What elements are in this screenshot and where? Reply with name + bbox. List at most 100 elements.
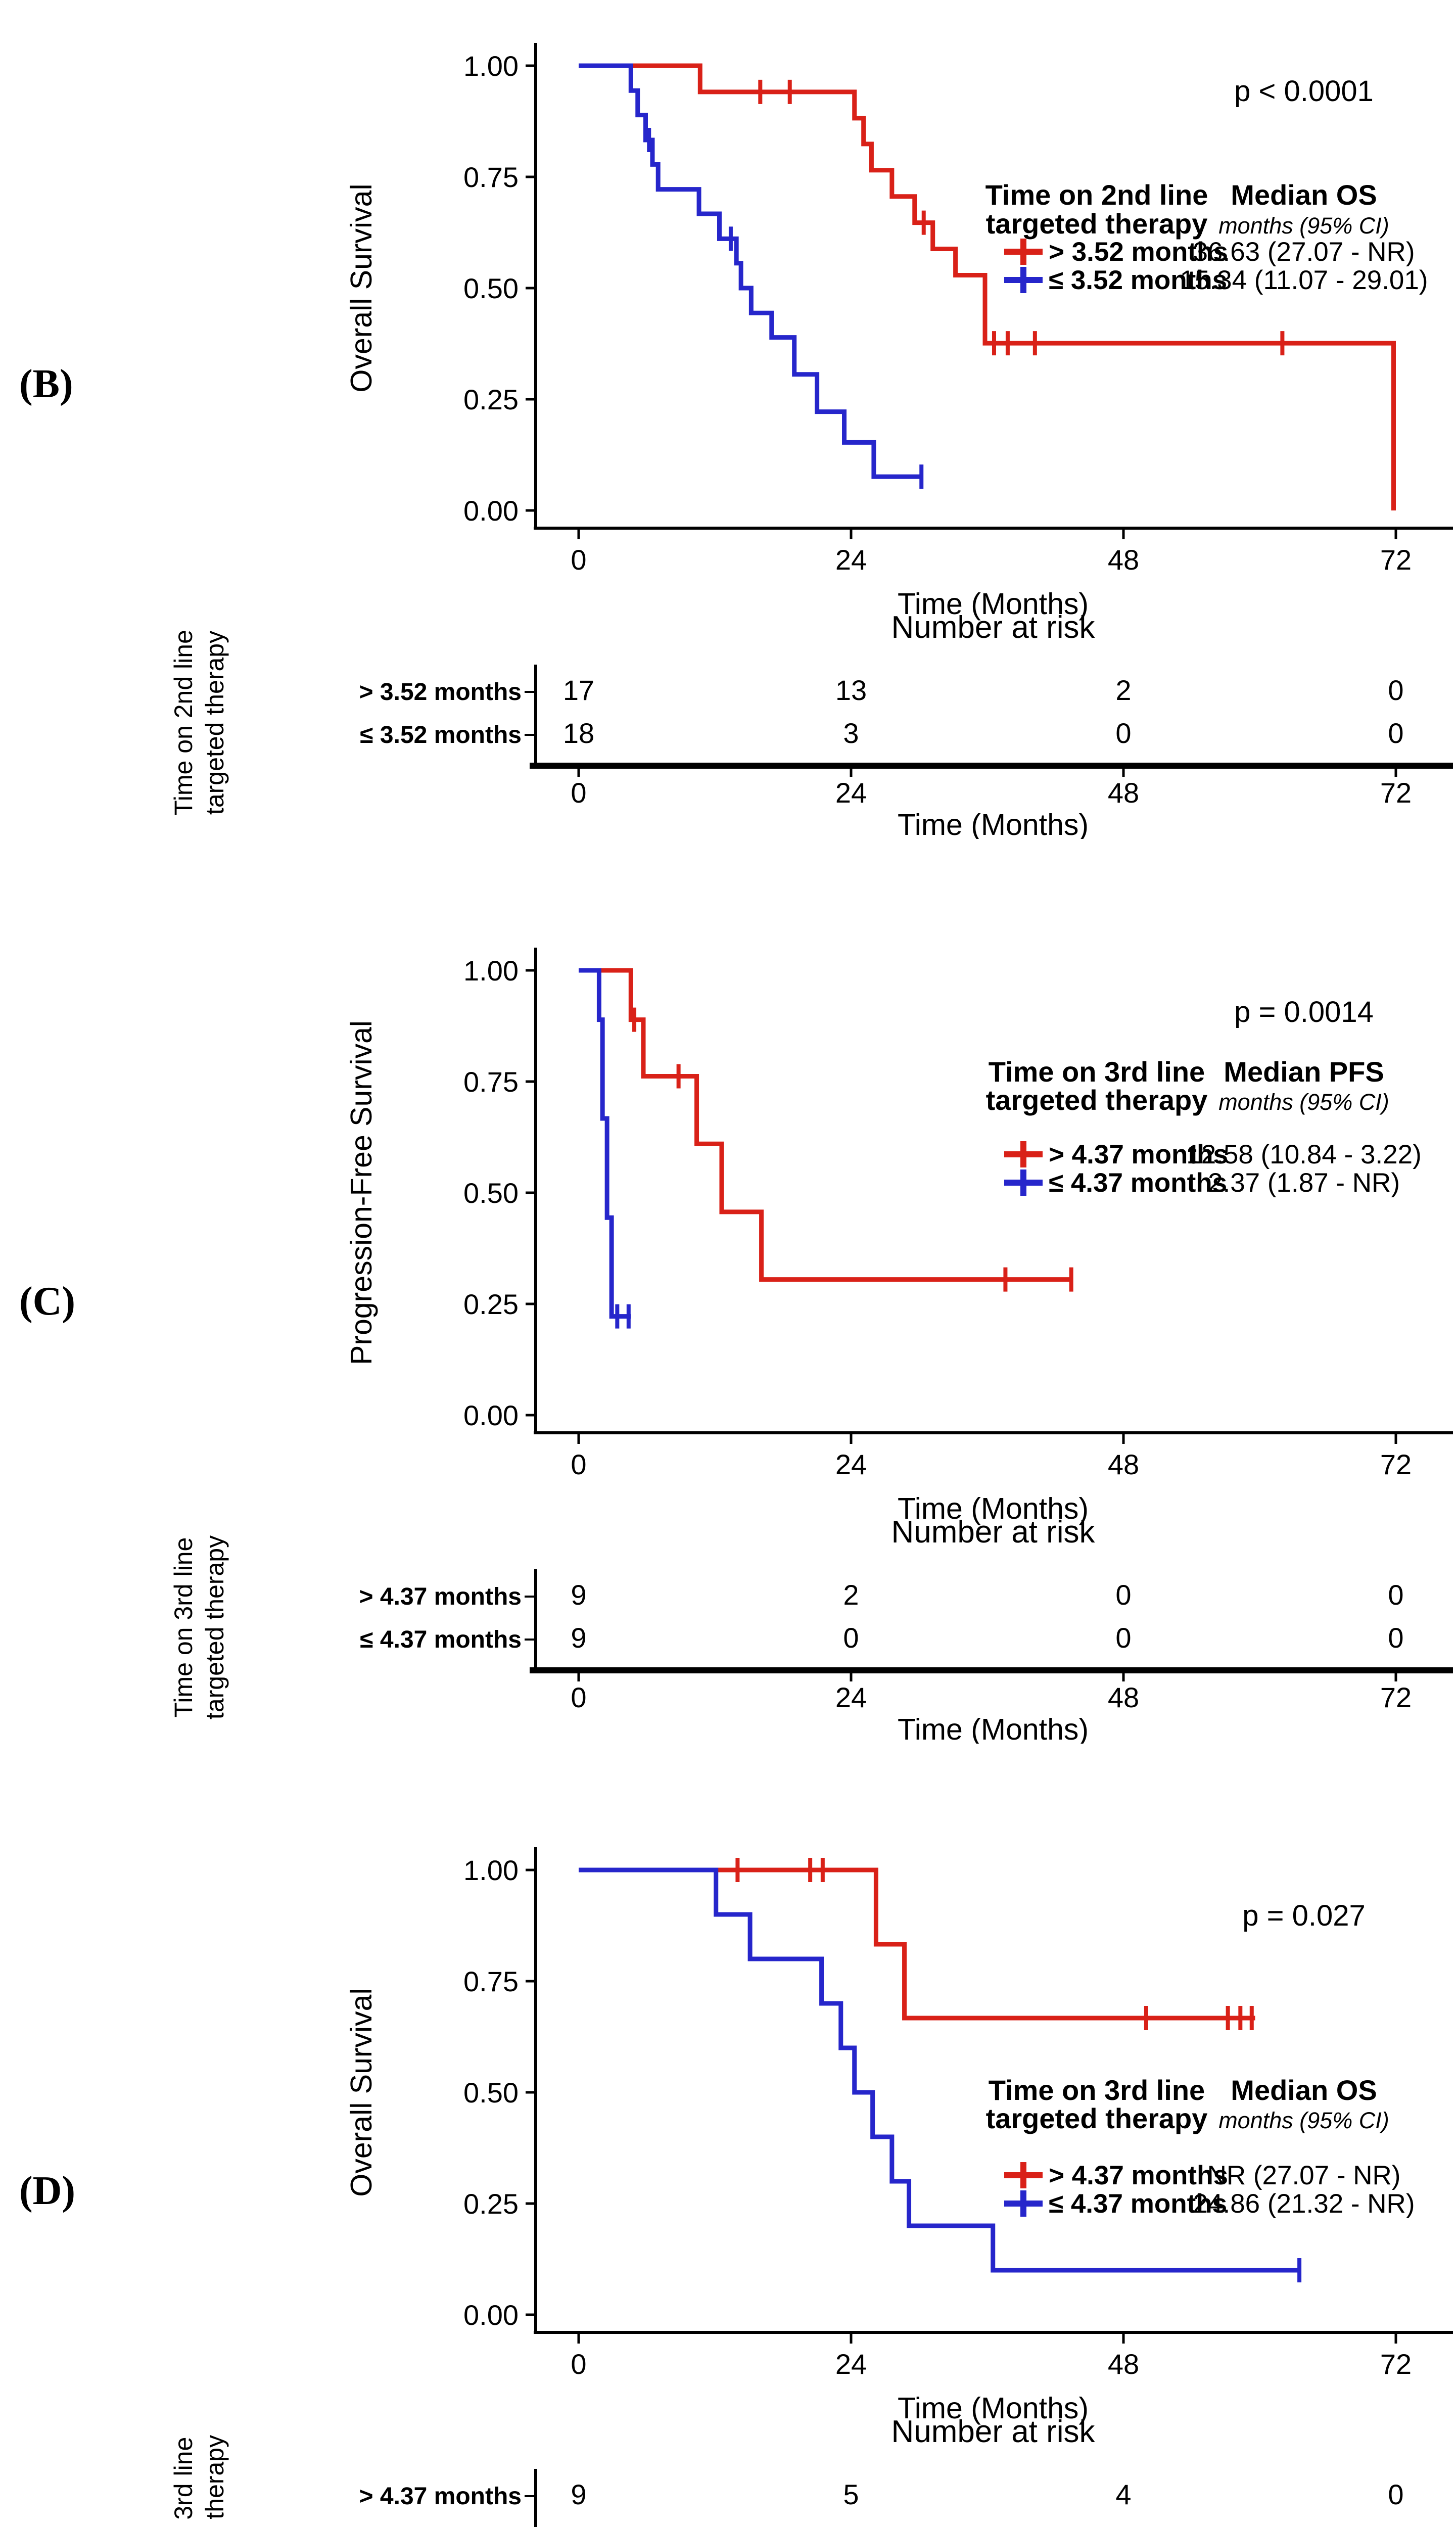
legend-group-header: targeted therapy [986, 2102, 1208, 2134]
risk-tick-label: 72 [1380, 1681, 1412, 1713]
risk-axis-rotated-label: Time on 3rd line [169, 1537, 198, 1718]
risk-count: 0 [843, 1622, 859, 1654]
y-tick-label: 0.50 [463, 1177, 519, 1209]
legend-group-header: targeted therapy [986, 1084, 1208, 1116]
x-tick-label: 48 [1108, 2348, 1139, 2380]
legend-entry-value: NR (27.07 - NR) [1207, 2161, 1401, 2190]
legend-group-header: Time on 2nd line [985, 179, 1208, 211]
risk-row-label-red: > 4.37 months [359, 1583, 522, 1610]
km-plot-overall-survival-2nd-line: 1.00 0.75 0.50 0.25 0.00 0 24 48 72 Overall Survi… [169, 43, 1453, 839]
risk-count: 0 [1388, 717, 1403, 749]
y-axis-title: Progression-Free Survival [345, 1020, 378, 1365]
legend-entry-label: > 4.37 months [1049, 2161, 1228, 2190]
panel-B: (B) 1.00 0.75 0.50 0.25 0.00 0 24 48 72 Overall S… [0, 0, 1456, 839]
legend-value-subheader: months (95% CI) [1218, 1089, 1389, 1115]
legend-entry-value: 36.63 (27.07 - NR) [1193, 237, 1415, 267]
risk-table-title: Number at risk [891, 1515, 1095, 1550]
y-tick-label: 0.50 [463, 272, 519, 304]
x-tick-label: 72 [1380, 544, 1412, 576]
risk-count: 2 [1115, 674, 1131, 706]
panel-letter-C: (C) [19, 1279, 76, 1324]
risk-count: 5 [843, 2521, 859, 2527]
legend-entry-label: ≤ 4.37 months [1049, 1168, 1227, 1198]
risk-row-label-blue: ≤ 4.37 months [360, 2526, 522, 2527]
km-curve-blue [579, 63, 922, 479]
y-tick-label: 0.00 [463, 2299, 519, 2331]
panel-D: (D) 1.00 0.75 0.50 0.25 0.00 0 24 48 72 Overall S… [0, 1804, 1456, 2527]
risk-count: 3 [843, 717, 859, 749]
y-tick-label: 0.00 [463, 495, 519, 527]
risk-table-title: Number at risk [891, 2414, 1095, 2449]
risk-count: 9 [571, 2478, 586, 2510]
risk-tick-label: 48 [1108, 777, 1139, 809]
risk-axis-rotated-label: targeted therapy [201, 2435, 229, 2527]
y-tick-label: 0.75 [463, 161, 519, 193]
risk-count: 0 [1388, 1579, 1403, 1611]
risk-row-label-blue: ≤ 3.52 months [360, 722, 522, 748]
risk-axis-rotated-label: targeted therapy [201, 1535, 229, 1719]
y-tick-label: 0.75 [463, 1066, 519, 1098]
y-tick-label: 0.75 [463, 1966, 519, 1997]
km-curve-blue [579, 968, 631, 1319]
risk-count: 5 [843, 2478, 859, 2510]
risk-axis-rotated-label: Time on 3rd line [169, 2437, 198, 2527]
x-axis-title: Time (Months) [898, 1492, 1089, 1525]
x-tick-label: 24 [835, 2348, 867, 2380]
legend-value-subheader: months (95% CI) [1218, 2108, 1389, 2133]
risk-x-axis-title: Time (Months) [898, 1713, 1089, 1744]
risk-axis-rotated-label: targeted therapy [201, 631, 229, 815]
risk-count: 0 [1388, 2478, 1403, 2510]
y-tick-label: 0.50 [463, 2077, 519, 2109]
risk-count: 2 [843, 1579, 859, 1611]
risk-axis-rotated-label: Time on 2nd line [169, 630, 198, 816]
x-tick-label: 0 [571, 1448, 586, 1480]
risk-tick-label: 48 [1108, 1681, 1139, 1713]
x-axis-title: Time (Months) [898, 2392, 1089, 2425]
risk-tick-label: 0 [571, 777, 586, 809]
x-axis-title: Time (Months) [898, 587, 1089, 621]
p-value-label: p < 0.0001 [1234, 75, 1374, 108]
legend-entry-label: ≤ 4.37 months [1049, 2189, 1227, 2219]
risk-tick-label: 72 [1380, 777, 1412, 809]
risk-count: 0 [1388, 1622, 1403, 1654]
legend-entry-label: > 4.37 months [1049, 1140, 1228, 1169]
y-tick-label: 0.25 [463, 1288, 519, 1320]
risk-row-label-red: > 3.52 months [359, 679, 522, 706]
x-tick-label: 72 [1380, 2348, 1412, 2380]
risk-tick-label: 24 [835, 1681, 867, 1713]
risk-count: 17 [563, 674, 594, 706]
risk-count: 13 [835, 674, 867, 706]
y-tick-label: 1.00 [463, 50, 519, 82]
legend-entry-value: 2.37 (1.87 - NR) [1208, 1168, 1400, 1198]
y-tick-label: 0.25 [463, 384, 519, 415]
x-tick-label: 48 [1108, 544, 1139, 576]
x-tick-label: 72 [1380, 1448, 1412, 1480]
risk-count: 0 [1388, 674, 1403, 706]
risk-x-axis-title: Time (Months) [898, 808, 1089, 839]
km-plot-progression-free-survival-3rd-line: 1.00 0.75 0.50 0.25 0.00 0 24 48 72 Progression-F… [169, 948, 1453, 1744]
risk-count: 9 [571, 1622, 586, 1654]
legend-value-header: Median OS [1231, 2074, 1377, 2106]
risk-tick-label: 24 [835, 777, 867, 809]
legend-group-header: Time on 3rd line [989, 2074, 1205, 2106]
risk-count: 10 [563, 2521, 594, 2527]
x-tick-label: 0 [571, 544, 586, 576]
risk-count: 4 [1115, 2478, 1131, 2510]
risk-count: 1 [1115, 2521, 1131, 2527]
y-tick-label: 1.00 [463, 955, 519, 987]
y-tick-label: 1.00 [463, 1854, 519, 1886]
legend-entry-label: > 3.52 months [1049, 237, 1228, 267]
legend-group-header: targeted therapy [986, 208, 1208, 240]
y-tick-label: 0.25 [463, 2188, 519, 2220]
x-tick-label: 24 [835, 1448, 867, 1480]
legend-value-subheader: months (95% CI) [1218, 213, 1389, 239]
km-curve-red [579, 63, 1396, 510]
legend-entry-value: 15.34 (11.07 - 29.01) [1180, 265, 1428, 295]
p-value-label: p = 0.027 [1242, 1899, 1366, 1932]
legend-entry-value: 12.58 (10.84 - 3.22) [1186, 1140, 1422, 1169]
panel-letter-D: (D) [19, 2169, 76, 2213]
p-value-label: p = 0.0014 [1234, 996, 1374, 1028]
km-plot-overall-survival-3rd-line: 1.00 0.75 0.50 0.25 0.00 0 24 48 72 Overall Survi… [169, 1847, 1453, 2527]
risk-count: 0 [1388, 2521, 1403, 2527]
legend-entry-value: 24.86 (21.32 - NR) [1193, 2189, 1415, 2219]
